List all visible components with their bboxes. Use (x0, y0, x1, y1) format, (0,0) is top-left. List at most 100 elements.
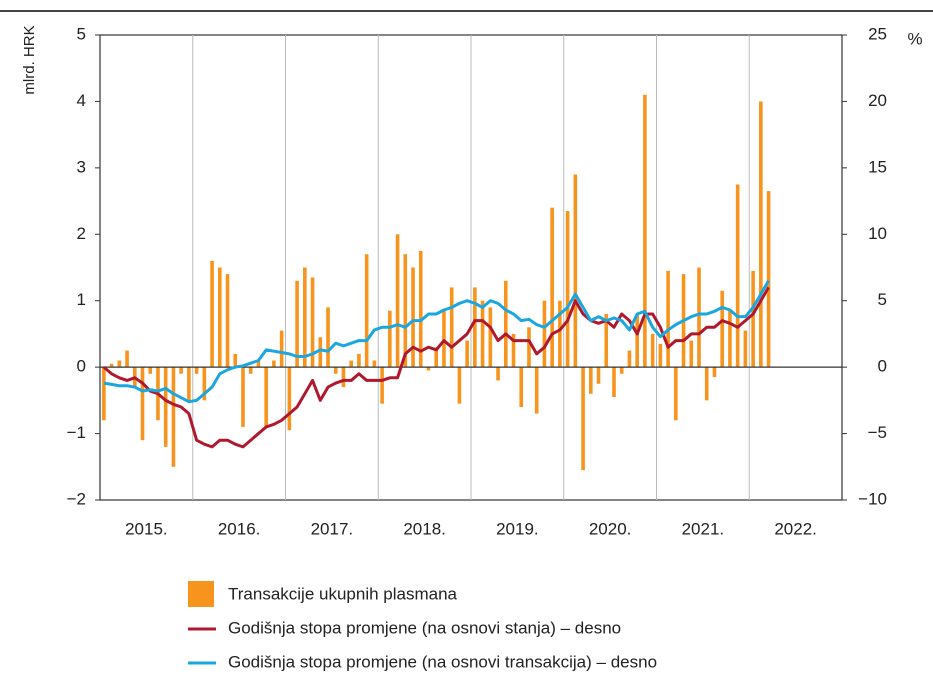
bar (264, 367, 268, 427)
bar (558, 300, 562, 368)
bar (333, 367, 338, 374)
bar (102, 367, 106, 421)
bar (109, 363, 114, 368)
legend-label: Godišnja stopa promjene (na osnovi trans… (228, 652, 657, 671)
bar (565, 211, 570, 368)
x-tick-label: 2021. (682, 519, 725, 538)
legend-label: Godišnja stopa promjene (na osnovi stanj… (228, 618, 621, 637)
y2-tick-label: −5 (868, 423, 887, 442)
bar (619, 367, 624, 374)
x-tick-label: 2022. (774, 519, 817, 538)
bar (643, 94, 647, 368)
bar (735, 184, 740, 368)
bar (488, 307, 493, 368)
bar (225, 274, 230, 368)
bar (627, 350, 632, 368)
bar (689, 340, 694, 368)
x-tick-label: 2016. (218, 519, 261, 538)
bar (303, 267, 307, 368)
bar (635, 314, 639, 368)
bar (318, 337, 323, 368)
y-tick-label: −1 (67, 423, 86, 442)
line-series (103, 280, 770, 404)
y2-tick-label: 15 (868, 157, 887, 176)
bar (272, 360, 276, 368)
bar (519, 367, 524, 407)
bar (310, 277, 315, 368)
bar (534, 367, 539, 414)
y2-tick-label: 20 (868, 91, 887, 110)
bar (542, 300, 547, 368)
bar (759, 101, 763, 368)
bar (148, 367, 153, 374)
bar (210, 260, 214, 368)
legend-label: Transakcije ukupnih plasmana (228, 584, 458, 603)
bar (364, 254, 369, 368)
bar (403, 254, 408, 368)
bar (457, 367, 462, 404)
bar (125, 350, 129, 368)
bar (194, 367, 199, 374)
bar (171, 367, 176, 467)
bar (326, 307, 330, 368)
y2-tick-label: 0 (878, 357, 887, 376)
line-series (102, 286, 770, 449)
x-tick-label: 2019. (496, 519, 539, 538)
x-tick-label: 2017. (311, 519, 354, 538)
bar (666, 270, 670, 368)
bar (287, 367, 292, 431)
bar (650, 333, 655, 368)
bar (697, 267, 701, 368)
y-tick-label: 4 (77, 91, 86, 110)
bar (341, 367, 346, 388)
bar (496, 367, 500, 381)
y-tick-label: 0 (77, 357, 86, 376)
y-tick-label: 5 (77, 24, 86, 43)
bar (449, 287, 454, 368)
bar (465, 340, 469, 368)
bar (241, 367, 245, 427)
bar (395, 234, 400, 368)
bar (589, 367, 593, 394)
bar (117, 360, 122, 368)
bar (704, 367, 709, 401)
bar (279, 330, 284, 368)
bar (140, 367, 145, 441)
bar (179, 367, 183, 374)
y2-tick-label: −10 (858, 489, 887, 508)
bar (187, 367, 191, 401)
x-tick-label: 2018. (403, 519, 446, 538)
bar (573, 174, 578, 368)
bar (411, 267, 415, 368)
bar (388, 310, 392, 368)
legend-swatch (188, 581, 214, 607)
bar (527, 327, 531, 368)
bar (658, 343, 663, 368)
y-tick-label: 3 (77, 157, 86, 176)
bar (349, 360, 353, 368)
bar (357, 353, 361, 368)
bar (380, 367, 384, 404)
y2-tick-label: 5 (878, 290, 887, 309)
bar (233, 353, 238, 368)
bar (766, 191, 771, 368)
x-tick-label: 2020. (589, 519, 632, 538)
bar (743, 330, 748, 368)
bar (751, 270, 755, 368)
bar (674, 367, 678, 421)
bar (473, 287, 477, 368)
bar (256, 360, 261, 368)
bar (163, 367, 168, 447)
y-tick-label: −2 (67, 489, 86, 508)
bar (550, 207, 554, 368)
bar (202, 367, 207, 401)
x-tick-label: 2015. (125, 519, 168, 538)
bar (248, 367, 253, 374)
y-tick-label: 1 (77, 290, 86, 309)
y-axis-label: mlrd. HRK (21, 25, 38, 94)
bar (596, 367, 601, 384)
bar (480, 300, 485, 368)
bar (511, 333, 516, 368)
bar (442, 310, 446, 368)
